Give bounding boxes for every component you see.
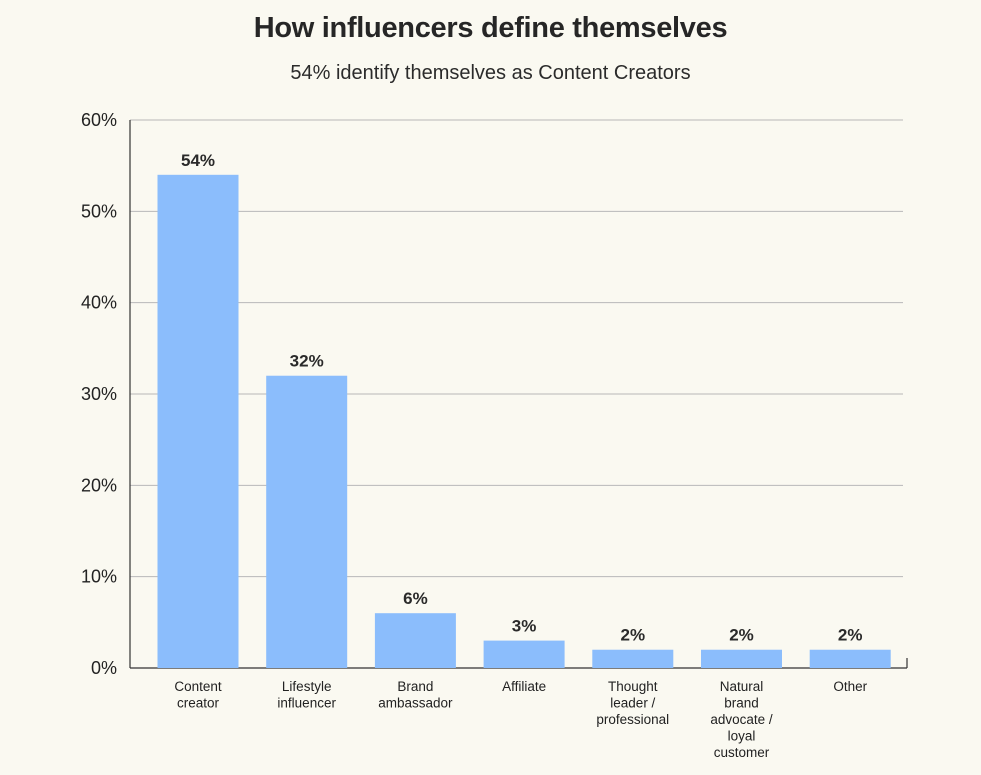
y-tick-label: 0%: [91, 658, 117, 678]
x-tick-label: professional: [596, 712, 669, 727]
bar: [809, 649, 891, 668]
x-tick-label: advocate /: [710, 712, 773, 727]
x-tick-label: customer: [714, 745, 770, 760]
x-tick-label: ambassador: [378, 696, 453, 711]
x-tick-label: Brand: [397, 679, 433, 694]
y-tick-label: 10%: [81, 567, 117, 587]
data-label: 6%: [403, 589, 428, 608]
x-tick-label: brand: [724, 696, 759, 711]
x-tick-label: Content: [174, 679, 222, 694]
data-label: 3%: [512, 617, 537, 636]
x-tick-label: Affiliate: [502, 679, 546, 694]
chart-title: How influencers define themselves: [253, 12, 728, 44]
bar: [266, 375, 348, 668]
bar: [592, 649, 674, 668]
x-tick-label: Natural: [720, 679, 764, 694]
bar: [157, 174, 239, 669]
data-label: 54%: [181, 151, 215, 170]
data-label: 2%: [621, 626, 646, 645]
bar: [374, 613, 456, 668]
y-tick-label: 50%: [81, 201, 117, 221]
x-tick-label: influencer: [277, 696, 336, 711]
data-label: 2%: [729, 626, 754, 645]
y-tick-label: 20%: [81, 475, 117, 495]
x-tick-label: Thought: [608, 679, 658, 694]
x-tick-label: leader /: [610, 696, 655, 711]
x-tick-label: Lifestyle: [282, 679, 332, 694]
data-label: 32%: [290, 352, 324, 371]
x-tick-label: creator: [177, 696, 220, 711]
y-tick-label: 40%: [81, 293, 117, 313]
x-tick-label: Other: [833, 679, 867, 694]
bar: [483, 640, 565, 668]
bar: [701, 649, 782, 668]
y-tick-label: 60%: [81, 110, 117, 130]
chart-subtitle: 54% identify themselves as Content Creat…: [290, 62, 691, 84]
data-label: 2%: [838, 626, 863, 645]
x-tick-label: loyal: [728, 729, 756, 744]
y-tick-label: 30%: [81, 384, 117, 404]
